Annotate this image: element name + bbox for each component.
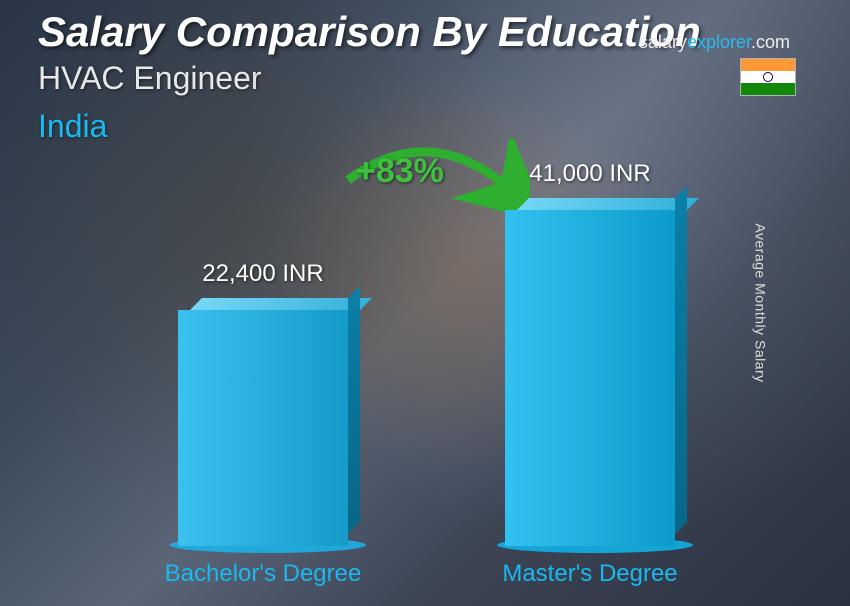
bar-label-bachelors: Bachelor's Degree [165,560,362,588]
bar-bachelors: 22,400 INR Bachelor's Degree [178,310,348,546]
chart-area: 22,400 INR Bachelor's Degree 41,000 INR … [0,0,850,606]
bar-side-face [675,186,687,534]
bar-value-masters: 41,000 INR [529,160,650,188]
bar-value-bachelors: 22,400 INR [202,260,323,288]
y-axis-label: Average Monthly Salary [752,223,768,382]
bar-side-face [348,286,360,534]
bar-front-face [505,210,675,546]
bar-masters: 41,000 INR Master's Degree [505,210,675,546]
bar-label-masters: Master's Degree [502,560,677,588]
bar-front-face [178,310,348,546]
bar-3d-masters [505,210,675,546]
bar-3d-bachelors [178,310,348,546]
